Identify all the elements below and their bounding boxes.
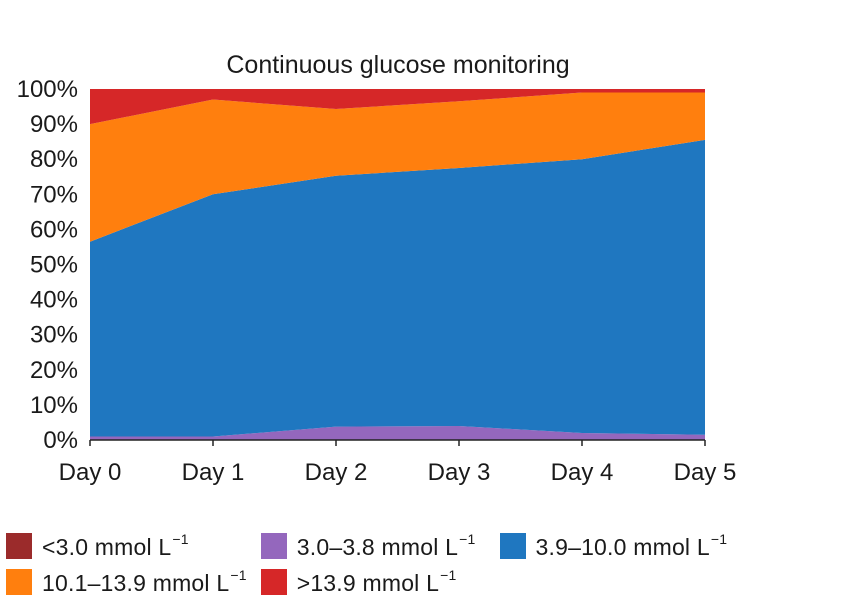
legend-row-2: 10.1–13.9 mmol L−1 >13.9 mmol L−1 [6, 567, 478, 597]
y-tick-label: 90% [30, 111, 78, 138]
x-tick-labels: Day 0 Day 1 Day 2 Day 3 Day 4 Day 5 [59, 459, 737, 486]
legend-swatch-above-13-9 [260, 569, 287, 595]
legend-swatch-below-3 [6, 533, 32, 559]
area-series-2 [90, 139, 705, 437]
axes-group [89, 439, 706, 446]
legend-label-above-13-9: >13.9 mmol L−1 [296, 567, 457, 596]
x-tick-label: Day 4 [551, 459, 614, 486]
area-series-group [90, 89, 705, 440]
y-tick-label: 50% [30, 252, 78, 279]
legend-swatch-3-9-to-10 [499, 533, 526, 559]
area-series-1 [90, 425, 705, 440]
legend-swatch-10-1-to-13-9 [6, 569, 32, 595]
chart-title: Continuous glucose monitoring [226, 51, 569, 79]
y-tick-label: 100% [17, 76, 78, 103]
x-tick-label: Day 3 [428, 459, 491, 486]
legend-item-3-to-3-8: 3.0–3.8 mmol L−1 [260, 531, 476, 561]
y-tick-label: 60% [30, 216, 78, 243]
x-tick-label: Day 1 [182, 459, 245, 486]
area-series-4 [90, 89, 705, 125]
legend-swatch-3-to-3-8 [260, 533, 287, 559]
legend-item-10-1-to-13-9: 10.1–13.9 mmol L−1 [6, 567, 247, 597]
legend-label-10-1-to-13-9: 10.1–13.9 mmol L−1 [42, 567, 247, 596]
stacked-area-chart: Continuous glucose monitoring 0% 10% 20% 30… [17, 51, 737, 486]
legend-item-above-13-9: >13.9 mmol L−1 [260, 567, 457, 597]
y-tick-label: 0% [43, 427, 78, 454]
y-tick-label: 10% [30, 392, 78, 419]
legend-row-1: <3.0 mmol L−1 3.0–3.8 mmol L−1 3.9–10.0 … [6, 531, 749, 561]
y-tick-labels: 0% 10% 20% 30% 40% 50% 60% 70% 80% 90% 100% [17, 76, 78, 454]
y-tick-label: 70% [30, 181, 78, 208]
y-tick-label: 30% [30, 322, 78, 349]
y-tick-label: 20% [30, 357, 78, 384]
x-tick-label: Day 2 [305, 459, 368, 486]
legend-item-below-3: <3.0 mmol L−1 [6, 531, 189, 561]
legend-item-3-9-to-10: 3.9–10.0 mmol L−1 [499, 531, 728, 561]
legend-label-3-to-3-8: 3.0–3.8 mmol L−1 [296, 531, 476, 560]
y-tick-label: 40% [30, 287, 78, 314]
x-tick-label: Day 0 [59, 459, 122, 486]
x-tick-label: Day 5 [674, 459, 737, 486]
area-series-3 [90, 92, 705, 242]
legend-label-below-3: <3.0 mmol L−1 [42, 531, 189, 560]
y-tick-label: 80% [30, 146, 78, 173]
legend-label-3-9-to-10: 3.9–10.0 mmol L−1 [535, 531, 728, 560]
